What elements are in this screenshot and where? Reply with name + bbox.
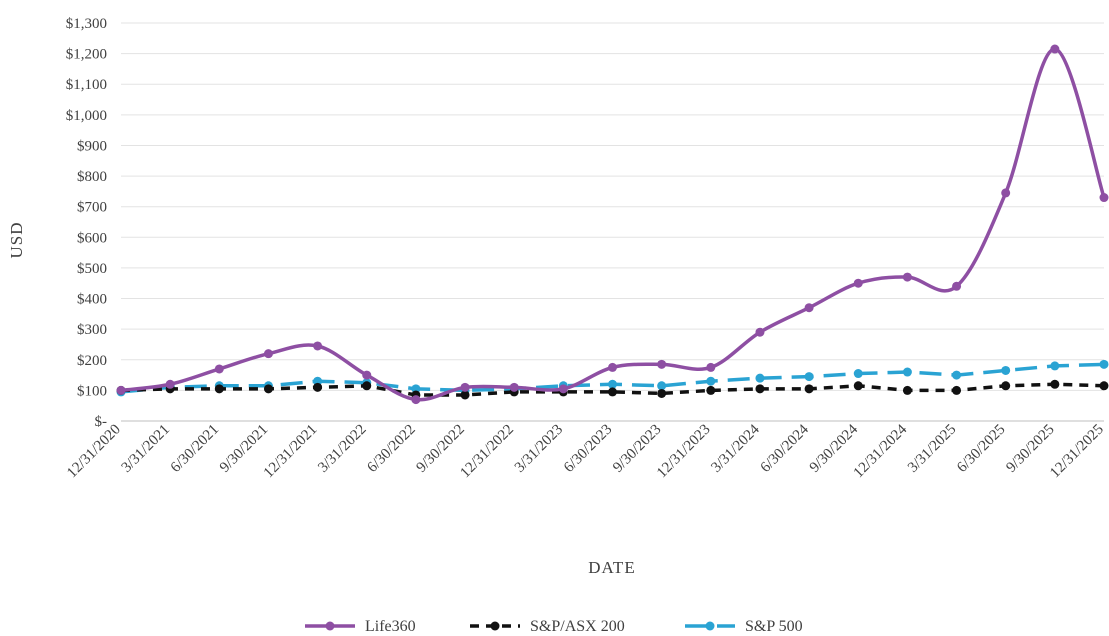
y-axis-title: USD [7,221,26,258]
y-tick-label: $700 [77,200,107,216]
series-line [120,47,1106,402]
data-point [1001,381,1011,391]
x-tick-label: 3/31/2025 [905,422,959,476]
data-point [902,272,912,282]
x-tick-label: 6/30/2024 [758,421,813,476]
data-point [657,388,667,398]
x-tick-label: 6/30/2022 [364,422,418,476]
data-point [902,385,912,395]
x-tick-label: 12/31/2025 [1047,422,1107,482]
data-point [214,364,224,374]
data-point [608,362,617,372]
data-point [214,384,224,394]
x-tick-label: 12/31/2024 [851,421,911,481]
data-point [1050,379,1060,389]
y-tick-label: $300 [77,322,107,338]
data-point [853,369,863,379]
data-point [509,382,519,392]
data-point [1001,365,1011,375]
data-point [460,390,470,400]
data-point [952,370,962,380]
series-line [120,382,1105,397]
data-point [706,376,716,386]
data-point [313,341,323,351]
x-tick-label: 6/30/2021 [168,422,222,476]
data-point [1099,381,1109,391]
data-point [165,379,175,389]
y-tick-label: $400 [77,292,107,308]
data-point [853,381,863,391]
data-point [755,327,765,337]
series-s-p-asx-200 [116,379,1109,400]
x-tick-label: 3/31/2024 [708,421,763,476]
x-tick-label: 3/31/2023 [512,422,566,476]
y-tick-label: $900 [77,138,107,154]
data-point [1099,359,1109,369]
data-point [362,370,372,380]
gridlines [121,22,1104,422]
data-point [804,384,814,394]
legend-label: S&P 500 [745,618,803,635]
data-point [608,387,617,397]
data-point [1050,44,1060,54]
legend-label: Life360 [365,618,416,635]
data-point [460,382,470,392]
data-point [1050,361,1060,371]
data-point [804,303,814,313]
y-tick-label: $1,200 [66,47,107,63]
x-tick-label: 12/31/2023 [654,422,714,482]
data-point [558,384,568,394]
data-point [952,385,962,395]
legend-item: S&P 500 [685,618,803,635]
x-tick-label: 12/31/2022 [457,422,517,482]
legend: Life360 S&P/ASX 200 S&P 500 [305,618,803,635]
y-tick-label: $1,000 [66,108,107,124]
data-point [263,384,273,394]
y-tick-label: $100 [77,383,107,399]
y-tick-label: $800 [77,169,107,185]
data-point [116,385,126,395]
legend-label: S&P/ASX 200 [530,618,625,635]
legend-item: Life360 [305,618,416,635]
data-point [706,385,716,395]
x-axis-ticks: 12/31/20203/31/20216/30/20219/30/202112/… [64,421,1107,481]
data-point [263,349,273,359]
y-axis-ticks: $- $100 $200 $300 $400 $500 $600 $700 $800 $900 $1… [66,16,107,430]
y-tick-label: $1,100 [66,77,107,93]
data-point [1001,188,1011,198]
x-tick-label: 12/31/2021 [261,422,321,482]
legend-swatch-marker [325,621,335,631]
data-point [313,382,323,392]
legend-item: S&P/ASX 200 [470,618,625,635]
data-point [706,362,716,372]
data-point [755,384,765,394]
y-tick-label: $- [95,414,108,430]
data-point [411,395,421,405]
data-point [1099,193,1109,203]
x-tick-label: 3/31/2022 [315,422,369,476]
data-point [608,379,617,389]
x-tick-label: 6/30/2023 [561,422,615,476]
x-axis-title: DATE [588,558,635,577]
series-lines [116,44,1109,405]
data-point [657,381,667,391]
x-tick-label: 3/31/2021 [119,422,173,476]
data-point [362,381,372,391]
x-tick-label: 12/31/2020 [64,422,124,482]
legend-swatch-marker [490,621,500,631]
x-tick-label: 6/30/2025 [954,422,1008,476]
y-tick-label: $1,300 [66,16,107,32]
data-point [952,281,962,291]
y-tick-label: $500 [77,261,107,277]
data-point [657,359,667,369]
data-point [755,373,765,383]
data-point [853,278,863,288]
y-tick-label: $600 [77,230,107,246]
legend-swatch-marker [705,621,715,631]
data-point [804,372,814,382]
series-life360 [116,44,1109,405]
data-point [902,367,912,377]
y-tick-label: $200 [77,353,107,369]
